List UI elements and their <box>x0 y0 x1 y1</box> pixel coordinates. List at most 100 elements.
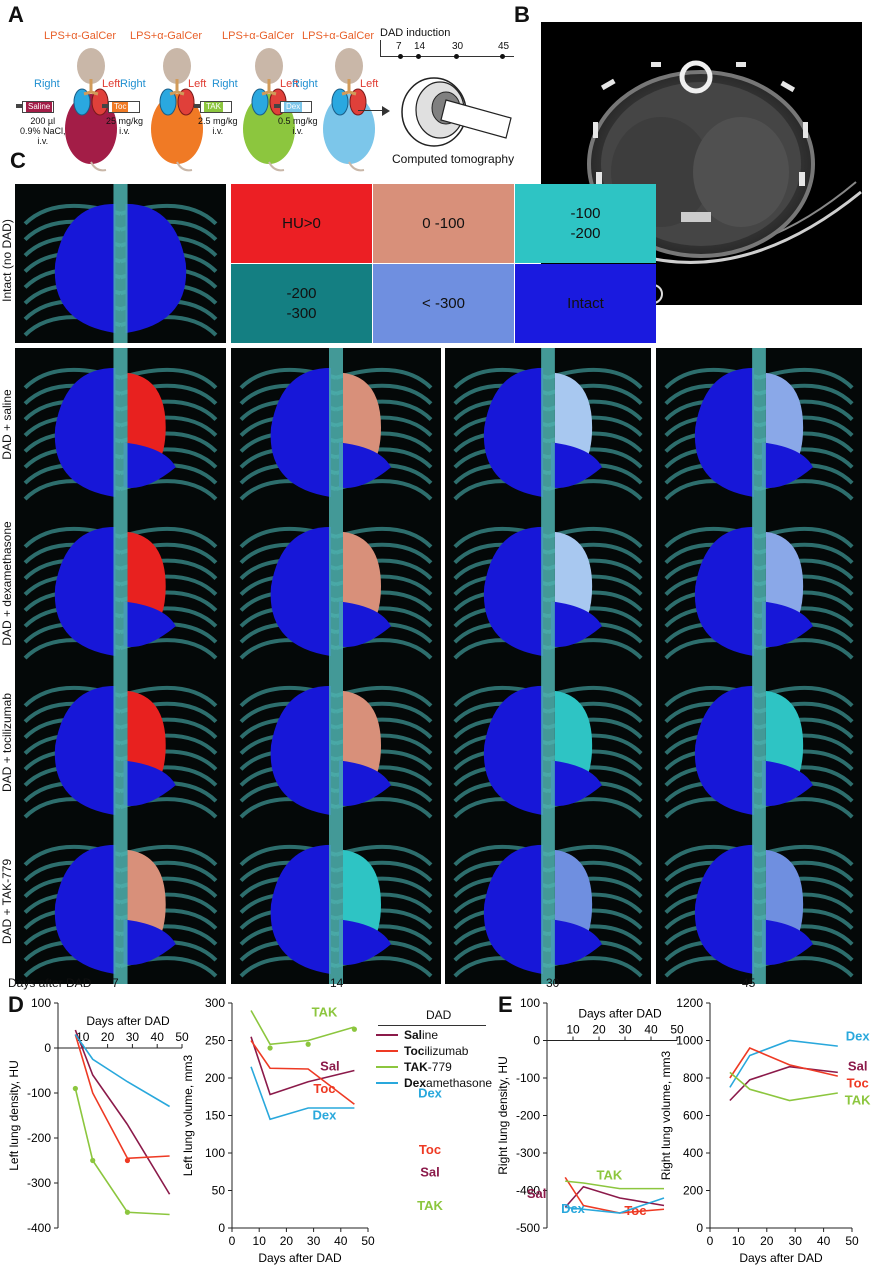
x-tick-label: 50 <box>361 1234 375 1248</box>
row-label: DAD + dexamethasone <box>0 509 14 658</box>
x-tick-label: 30 <box>307 1234 321 1248</box>
y-axis-label: Left lung volume, mm3 <box>181 1054 195 1176</box>
significance-dot <box>90 1158 95 1163</box>
y-tick-label: 1000 <box>676 1034 703 1048</box>
series-label-sal: Sal <box>527 1186 547 1201</box>
ct-3d-tile <box>656 507 862 666</box>
dose-label: 2.5 mg/kg i.v. <box>198 116 238 136</box>
mouse-treatment-label: LPS+α-GalCer <box>130 30 202 42</box>
legend-item-label: Tocilizumab <box>404 1044 468 1058</box>
y-tick-label: 800 <box>683 1071 703 1085</box>
ct-3d-tile <box>231 666 441 825</box>
legend-item: Dexamethasone <box>374 1076 492 1090</box>
y-tick-label: 150 <box>205 1109 225 1123</box>
series-label-tak: TAK <box>312 1005 338 1020</box>
right-lung-label: Right <box>120 78 146 90</box>
timeline: DAD induction 7 14 30 45 <box>378 0 518 70</box>
hu-color-legend: HU>0 0 -100 -100 -200 -200 -300 < -300 Intact <box>231 184 657 344</box>
right-lung-label: Right <box>212 78 238 90</box>
series-line-tak <box>75 1089 169 1215</box>
timeline-dot <box>454 54 459 59</box>
legend-swatch <box>376 1034 398 1036</box>
y-tick-label: -200 <box>27 1131 51 1145</box>
legend-item-label: Dexamethasone <box>404 1076 492 1090</box>
lung-render <box>445 666 651 825</box>
day-label: 45 <box>742 976 755 990</box>
y-axis-label: Right lung density, HU <box>496 1056 510 1175</box>
ct-caption: Computed tomography <box>392 152 514 166</box>
y-tick-label: 200 <box>205 1071 225 1085</box>
row-label: DAD + TAK-779 <box>0 827 14 976</box>
significance-dot <box>73 1086 78 1091</box>
ct-3d-tile <box>656 348 862 507</box>
series-line-toc <box>730 1048 838 1078</box>
dose-label: 0.5 mg/kg i.v. <box>278 116 318 136</box>
days-axis-title: Days after DAD <box>8 976 91 990</box>
y-tick-label: 250 <box>205 1034 225 1048</box>
y-axis-label: Left lung density, HU <box>7 1060 21 1171</box>
series-label-tak: TAK <box>845 1092 871 1107</box>
series-label-tak: TAK <box>597 1167 623 1182</box>
lung-render <box>656 348 862 507</box>
series-line-dex <box>75 1035 169 1107</box>
ct-3d-tile <box>15 184 226 343</box>
y-tick-label: 1200 <box>676 996 703 1010</box>
timeline-title: DAD induction <box>380 27 450 39</box>
series-line-tak <box>251 1011 354 1045</box>
series-line-tak <box>730 1072 838 1100</box>
ct-3d-tile <box>445 825 651 984</box>
x-tick-label: 30 <box>618 1023 632 1037</box>
x-tick-label: 0 <box>707 1234 714 1248</box>
lung-render <box>445 507 651 666</box>
lung-render <box>15 348 226 507</box>
ct-3d-tile <box>231 825 441 984</box>
panel-a-schematic: LPS+α-GalCer Right Left Saline 200 µl 0.9% N… <box>0 0 520 180</box>
y-tick-label: 0 <box>218 1221 225 1235</box>
hu-legend-cell: -100 -200 <box>515 184 656 263</box>
ct-3d-tile <box>445 348 651 507</box>
significance-dot <box>267 1045 272 1050</box>
y-tick-label: 0 <box>533 1034 540 1048</box>
y-tick-label: -500 <box>516 1221 540 1235</box>
x-axis-label: Days after DAD <box>739 1251 823 1265</box>
ct-3d-tile <box>445 507 651 666</box>
y-tick-label: 400 <box>683 1146 703 1160</box>
y-tick-label: 100 <box>205 1146 225 1160</box>
lung-render <box>445 348 651 507</box>
series-label-sal: Sal <box>320 1059 340 1074</box>
x-tick-label: 10 <box>253 1234 267 1248</box>
x-tick-label: 40 <box>817 1234 831 1248</box>
y-tick-label: 0 <box>44 1041 51 1055</box>
ct-3d-tile <box>231 507 441 666</box>
lung-render <box>15 825 226 984</box>
legend-item: TAK-779 <box>374 1060 492 1074</box>
right-lung-label: Right <box>292 78 318 90</box>
legend-item-label: Saline <box>404 1028 438 1042</box>
syringe-icon: TAK <box>200 101 232 113</box>
day-label: 30 <box>546 976 559 990</box>
syringe-label: TAK <box>204 102 223 112</box>
treatment-legend: DAD Saline Tocilizumab TAK-779 Dexamethason… <box>374 1008 492 1098</box>
syringe-plunger <box>16 104 22 108</box>
timeline-day: 7 <box>396 41 402 52</box>
series-line-dex <box>730 1041 838 1088</box>
ct-3d-tile <box>656 825 862 984</box>
syringe-plunger <box>194 104 200 108</box>
syringe-label: Dex <box>284 102 302 112</box>
syringe-label: Toc <box>112 102 128 112</box>
legend-swatch <box>376 1082 398 1084</box>
lung-render <box>231 507 441 666</box>
day-label: 14 <box>330 976 343 990</box>
hu-legend-cell: -200 -300 <box>231 264 372 343</box>
hu-legend-cell: < -300 <box>373 264 514 343</box>
series-label-toc: Toc <box>313 1081 335 1096</box>
legend-title: DAD <box>426 1008 451 1022</box>
x-tick-label: 10 <box>732 1234 746 1248</box>
x-tick-label: 50 <box>175 1030 189 1044</box>
series-line-toc <box>75 1035 169 1159</box>
timeline-day: 14 <box>414 41 425 52</box>
syringe-icon: Dex <box>280 101 312 113</box>
dose-label: 200 µl 0.9% NaCl, i.v. <box>20 116 66 146</box>
chart-4: 0200400600800100012000 10 20 30 40 50Days aft… <box>659 996 871 1265</box>
y-tick-label: 50 <box>212 1184 226 1198</box>
